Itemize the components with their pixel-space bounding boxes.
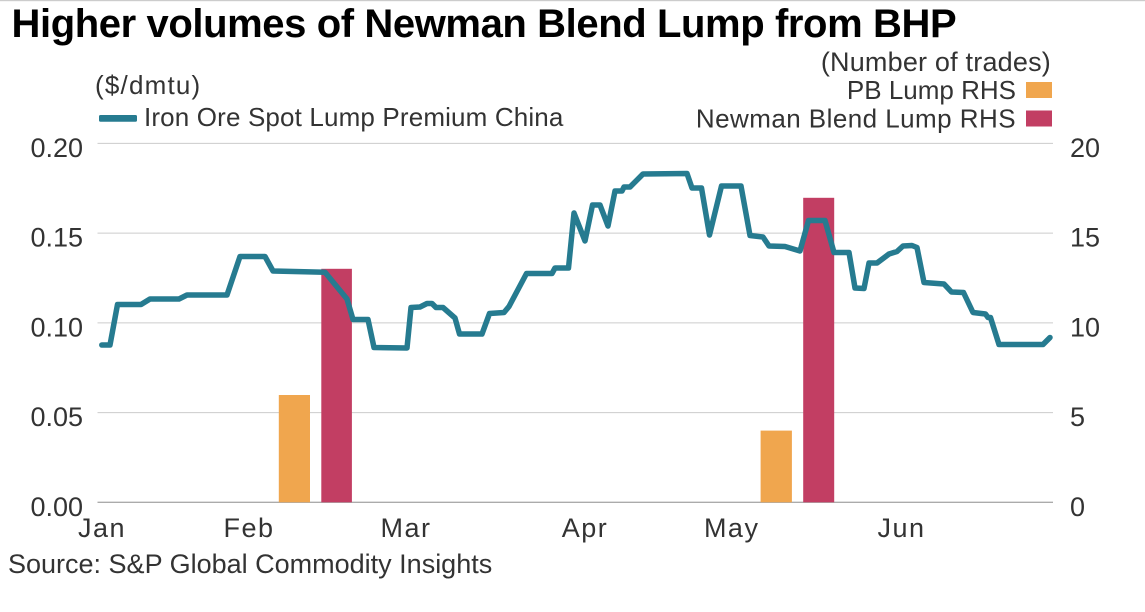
svg-text:0.20: 0.20 (30, 133, 83, 163)
svg-text:Mar: Mar (381, 513, 432, 543)
svg-text:Iron Ore Spot Lump Premium Chi: Iron Ore Spot Lump Premium China (144, 102, 564, 132)
svg-text:Higher volumes of Newman Blend: Higher volumes of Newman Blend Lump from… (12, 2, 957, 46)
svg-text:Newman Blend Lump RHS: Newman Blend Lump RHS (696, 104, 1016, 134)
svg-text:(Number of trades): (Number of trades) (821, 47, 1051, 77)
svg-text:5: 5 (1070, 402, 1085, 432)
svg-text:0.00: 0.00 (30, 492, 83, 522)
svg-text:0.10: 0.10 (30, 312, 83, 342)
svg-text:($/dmtu): ($/dmtu) (95, 70, 201, 100)
svg-text:Jan: Jan (78, 513, 126, 543)
svg-text:Apr: Apr (562, 513, 609, 543)
svg-text:Source: S&P Global Commodity I: Source: S&P Global Commodity Insights (8, 549, 492, 579)
svg-text:Jun: Jun (877, 513, 925, 543)
svg-text:0.05: 0.05 (30, 402, 83, 432)
svg-text:May: May (704, 513, 760, 543)
svg-text:0: 0 (1070, 492, 1085, 522)
svg-text:20: 20 (1070, 133, 1100, 163)
svg-text:10: 10 (1070, 312, 1100, 342)
svg-text:0.15: 0.15 (30, 223, 83, 253)
svg-text:15: 15 (1070, 223, 1100, 253)
svg-text:Feb: Feb (223, 513, 274, 543)
svg-text:PB Lump RHS: PB Lump RHS (847, 75, 1016, 105)
